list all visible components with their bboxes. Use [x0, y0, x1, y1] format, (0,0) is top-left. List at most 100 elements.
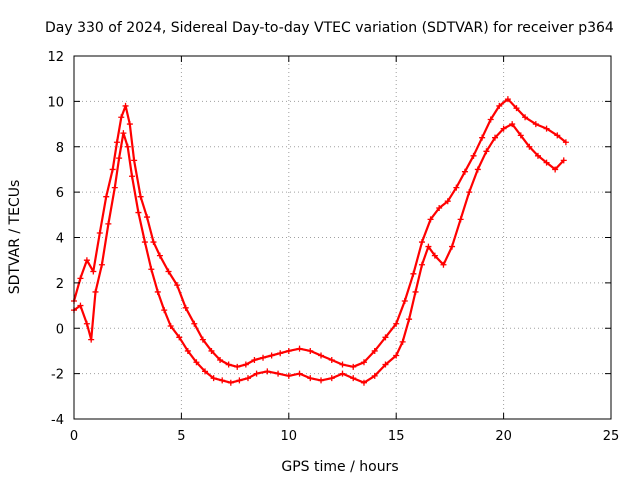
data-point — [470, 152, 477, 159]
data-point — [227, 379, 234, 386]
data-point — [296, 370, 303, 377]
data-point — [96, 229, 103, 236]
data-point — [120, 130, 127, 137]
data-point — [543, 159, 550, 166]
data-point — [427, 216, 434, 223]
data-point — [418, 239, 425, 246]
data-point — [113, 139, 120, 146]
data-point — [275, 370, 282, 377]
series-layer — [71, 96, 569, 386]
data-point — [184, 347, 191, 354]
data-point — [208, 347, 215, 354]
data-point — [234, 363, 241, 370]
data-point — [105, 220, 112, 227]
data-point — [431, 252, 438, 259]
data-point — [116, 155, 123, 162]
data-point — [436, 205, 443, 212]
y-tick-label: -2 — [51, 368, 64, 383]
y-tick-label: 4 — [56, 232, 64, 247]
data-point — [264, 368, 271, 375]
data-point — [77, 275, 84, 282]
data-point — [244, 375, 251, 382]
y-tick-label: 0 — [56, 322, 64, 337]
data-point — [135, 209, 142, 216]
data-point — [382, 361, 389, 368]
chart-title: Day 330 of 2024, Sidereal Day-to-day VTE… — [45, 20, 614, 36]
data-point — [307, 375, 314, 382]
data-point — [83, 257, 90, 264]
data-point — [219, 377, 226, 384]
series-track-1 — [71, 96, 569, 370]
data-point — [318, 377, 325, 384]
data-point — [90, 268, 97, 275]
data-point — [88, 336, 95, 343]
axis-ticks — [73, 55, 612, 420]
data-point — [268, 352, 275, 359]
data-point — [128, 173, 135, 180]
data-point — [141, 239, 148, 246]
data-point — [513, 105, 520, 112]
data-point — [191, 320, 198, 327]
data-point — [150, 239, 157, 246]
data-point — [449, 243, 456, 250]
data-point — [401, 298, 408, 305]
x-tick-label: 15 — [388, 429, 405, 444]
data-point — [461, 168, 468, 175]
x-axis-tick-labels: 0 5 10 15 20 25 — [70, 429, 619, 444]
data-point — [236, 377, 243, 384]
data-point — [122, 102, 129, 109]
data-point — [552, 166, 559, 173]
series-line — [72, 123, 565, 384]
data-point — [399, 338, 406, 345]
data-point — [466, 189, 473, 196]
data-point — [418, 261, 425, 268]
data-point — [453, 184, 460, 191]
data-point — [492, 134, 499, 141]
data-point — [382, 334, 389, 341]
data-point — [225, 361, 232, 368]
data-point — [360, 379, 367, 386]
data-point — [360, 359, 367, 366]
data-point — [500, 125, 507, 132]
data-point — [560, 157, 567, 164]
data-point — [532, 121, 539, 128]
data-point — [217, 357, 224, 364]
x-axis-label: GPS time / hours — [281, 459, 398, 475]
data-point — [562, 139, 569, 146]
x-tick-label: 10 — [281, 429, 298, 444]
x-tick-label: 25 — [603, 429, 620, 444]
data-point — [148, 266, 155, 273]
data-point — [111, 184, 118, 191]
data-point — [496, 102, 503, 109]
data-point — [517, 132, 524, 139]
data-point — [350, 363, 357, 370]
data-point — [474, 166, 481, 173]
y-tick-label: -4 — [51, 413, 64, 428]
data-point — [393, 352, 400, 359]
grid — [74, 56, 611, 419]
y-tick-label: 8 — [56, 141, 64, 156]
y-tick-label: 2 — [56, 277, 64, 292]
data-point — [103, 193, 110, 200]
data-point — [526, 143, 533, 150]
data-point — [412, 288, 419, 295]
data-point — [350, 375, 357, 382]
data-point — [253, 370, 260, 377]
y-axis-tick-labels: -4 -2 0 2 4 6 8 10 12 — [47, 50, 64, 428]
data-point — [176, 334, 183, 341]
data-point — [137, 193, 144, 200]
data-point — [83, 320, 90, 327]
data-point — [251, 357, 258, 364]
data-point — [77, 302, 84, 309]
series-track-2 — [71, 121, 567, 386]
data-point — [444, 198, 451, 205]
data-point — [487, 116, 494, 123]
x-tick-label: 20 — [495, 429, 512, 444]
data-point — [182, 304, 189, 311]
data-point — [131, 157, 138, 164]
data-point — [406, 316, 413, 323]
data-point — [554, 132, 561, 139]
data-point — [156, 252, 163, 259]
y-tick-label: 6 — [56, 186, 64, 201]
